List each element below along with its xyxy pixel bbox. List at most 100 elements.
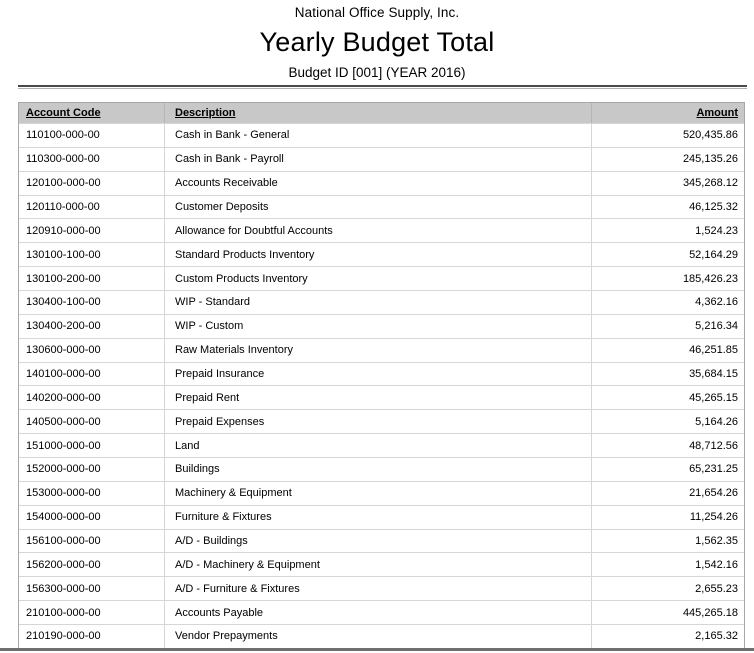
- description-cell: Prepaid Expenses: [164, 410, 591, 434]
- amount-cell: 21,654.26: [591, 481, 744, 505]
- amount-cell: 5,216.34: [591, 314, 744, 338]
- header-separator: [18, 85, 747, 89]
- table-row: 210190-000-00 Vendor Prepayments 2,165.32: [19, 624, 744, 648]
- amount-cell: 2,165.32: [591, 625, 744, 648]
- amount-cell: 185,426.23: [591, 267, 744, 291]
- description-cell: Accounts Payable: [164, 601, 591, 625]
- description-cell: A/D - Buildings: [164, 529, 591, 553]
- account-code-cell: 140500-000-00: [26, 415, 101, 428]
- table-row: 130400-200-00 WIP - Custom 5,216.34: [19, 313, 744, 338]
- amount-cell: 1,524.23: [591, 219, 744, 243]
- account-code-cell: 110100-000-00: [26, 129, 100, 142]
- account-code-cell: 156200-000-00: [26, 558, 101, 571]
- table-header-row: Account Code Description Amount: [19, 103, 744, 123]
- description-cell: Standard Products Inventory: [164, 243, 591, 267]
- amount-cell: 35,684.15: [591, 362, 744, 386]
- account-code-cell: 210100-000-00: [26, 606, 101, 619]
- amount-cell: 2,655.23: [591, 577, 744, 601]
- account-code-cell: 140100-000-00: [26, 368, 101, 381]
- account-code-cell: 120100-000-00: [26, 177, 101, 190]
- account-code-cell: 110300-000-00: [26, 153, 100, 166]
- amount-cell: 4,362.16: [591, 291, 744, 314]
- amount-cell: 46,125.32: [591, 195, 744, 219]
- description-cell: A/D - Machinery & Equipment: [164, 553, 591, 577]
- column-header-description: Description: [164, 103, 591, 123]
- description-cell: Prepaid Insurance: [164, 362, 591, 386]
- table-row: 120910-000-00 Allowance for Doubtful Acco…: [19, 218, 744, 243]
- amount-cell: 45,265.15: [591, 386, 744, 410]
- account-code-cell: 130600-000-00: [26, 344, 101, 357]
- amount-cell: 520,435.86: [591, 124, 744, 147]
- amount-cell: 1,562.35: [591, 529, 744, 553]
- account-code-cell: 130400-100-00: [26, 296, 101, 309]
- table-row: 140100-000-00 Prepaid Insurance 35,684.15: [19, 361, 744, 386]
- table-row: 130100-200-00 Custom Products Inventory 18…: [19, 266, 744, 291]
- description-cell: Prepaid Rent: [164, 386, 591, 410]
- account-code-cell: 130100-100-00: [26, 248, 101, 261]
- viewport-bottom-edge: [0, 648, 754, 651]
- amount-cell: 245,135.26: [591, 147, 744, 171]
- account-code-cell: 120110-000-00: [26, 201, 100, 213]
- amount-cell: 48,712.56: [591, 434, 744, 458]
- table-row: 130600-000-00 Raw Materials Inventory 46,2…: [19, 337, 744, 362]
- table-row: 130100-100-00 Standard Products Inventory…: [19, 242, 744, 267]
- description-cell: Furniture & Fixtures: [164, 505, 591, 529]
- description-cell: Custom Products Inventory: [164, 267, 591, 291]
- column-header-amount: Amount: [591, 103, 744, 123]
- amount-cell: 5,164.26: [591, 410, 744, 434]
- amount-cell: 52,164.29: [591, 243, 744, 267]
- table-row: 120110-000-00 Customer Deposits 46,125.32: [19, 194, 744, 219]
- table-row: 152000-000-00 Buildings 65,231.25: [19, 457, 744, 481]
- column-header-account-code: Account Code: [26, 107, 101, 119]
- table-row: 110100-000-00 Cash in Bank - General 520,4…: [19, 123, 744, 147]
- separator-dark-line: [18, 85, 747, 87]
- description-cell: Raw Materials Inventory: [164, 338, 591, 362]
- description-cell: Buildings: [164, 458, 591, 481]
- description-cell: Allowance for Doubtful Accounts: [164, 219, 591, 243]
- account-code-cell: 151000-000-00: [26, 439, 101, 452]
- report-header: National Office Supply, Inc. Yearly Budg…: [0, 0, 754, 80]
- description-cell: Machinery & Equipment: [164, 481, 591, 505]
- description-cell: WIP - Standard: [164, 291, 591, 314]
- account-code-cell: 120910-000-00: [26, 224, 101, 237]
- table-row: 153000-000-00 Machinery & Equipment 21,654…: [19, 480, 744, 505]
- account-code-cell: 156100-000-00: [26, 535, 101, 548]
- description-cell: Vendor Prepayments: [164, 625, 591, 648]
- account-code-cell: 153000-000-00: [26, 487, 101, 500]
- separator-light-line: [18, 88, 747, 89]
- table-row: 210100-000-00 Accounts Payable 445,265.18: [19, 600, 744, 625]
- budget-table: Account Code Description Amount 110100-0…: [18, 102, 745, 649]
- description-cell: Cash in Bank - Payroll: [164, 147, 591, 171]
- description-cell: Land: [164, 434, 591, 458]
- table-row: 120100-000-00 Accounts Receivable 345,268.…: [19, 170, 744, 195]
- report-subtitle: Budget ID [001] (YEAR 2016): [288, 65, 466, 80]
- account-code-cell: 130100-200-00: [26, 272, 101, 285]
- table-row: 156100-000-00 A/D - Buildings 1,562.35: [19, 528, 744, 553]
- account-code-cell: 140200-000-00: [26, 391, 101, 404]
- amount-cell: 1,542.16: [591, 553, 744, 577]
- table-row: 130400-100-00 WIP - Standard 4,362.16: [19, 290, 744, 314]
- table-row: 156200-000-00 A/D - Machinery & Equipment…: [19, 552, 744, 577]
- company-name: National Office Supply, Inc.: [294, 5, 460, 20]
- description-cell: Cash in Bank - General: [164, 124, 591, 147]
- amount-cell: 46,251.85: [591, 338, 744, 362]
- amount-cell: 345,268.12: [591, 171, 744, 195]
- amount-cell: 65,231.25: [591, 458, 744, 481]
- amount-cell: 445,265.18: [591, 601, 744, 625]
- account-code-cell: 210190-000-00: [26, 630, 101, 643]
- report-title: Yearly Budget Total: [259, 27, 495, 57]
- account-code-cell: 154000-000-00: [26, 511, 101, 524]
- description-cell: Accounts Receivable: [164, 171, 591, 195]
- account-code-cell: 156300-000-00: [26, 582, 101, 595]
- table-body: 110100-000-00 Cash in Bank - General 520,4…: [19, 123, 744, 648]
- table-row: 140200-000-00 Prepaid Rent 45,265.15: [19, 385, 744, 410]
- description-cell: WIP - Custom: [164, 314, 591, 338]
- description-cell: Customer Deposits: [164, 195, 591, 219]
- table-row: 151000-000-00 Land 48,712.56: [19, 433, 744, 458]
- table-row: 156300-000-00 A/D - Furniture & Fixtures 2…: [19, 576, 744, 601]
- table-row: 154000-000-00 Furniture & Fixtures 11,254.…: [19, 504, 744, 529]
- account-code-cell: 152000-000-00: [26, 463, 101, 476]
- table-row: 140500-000-00 Prepaid Expenses 5,164.26: [19, 409, 744, 434]
- amount-cell: 11,254.26: [591, 505, 744, 529]
